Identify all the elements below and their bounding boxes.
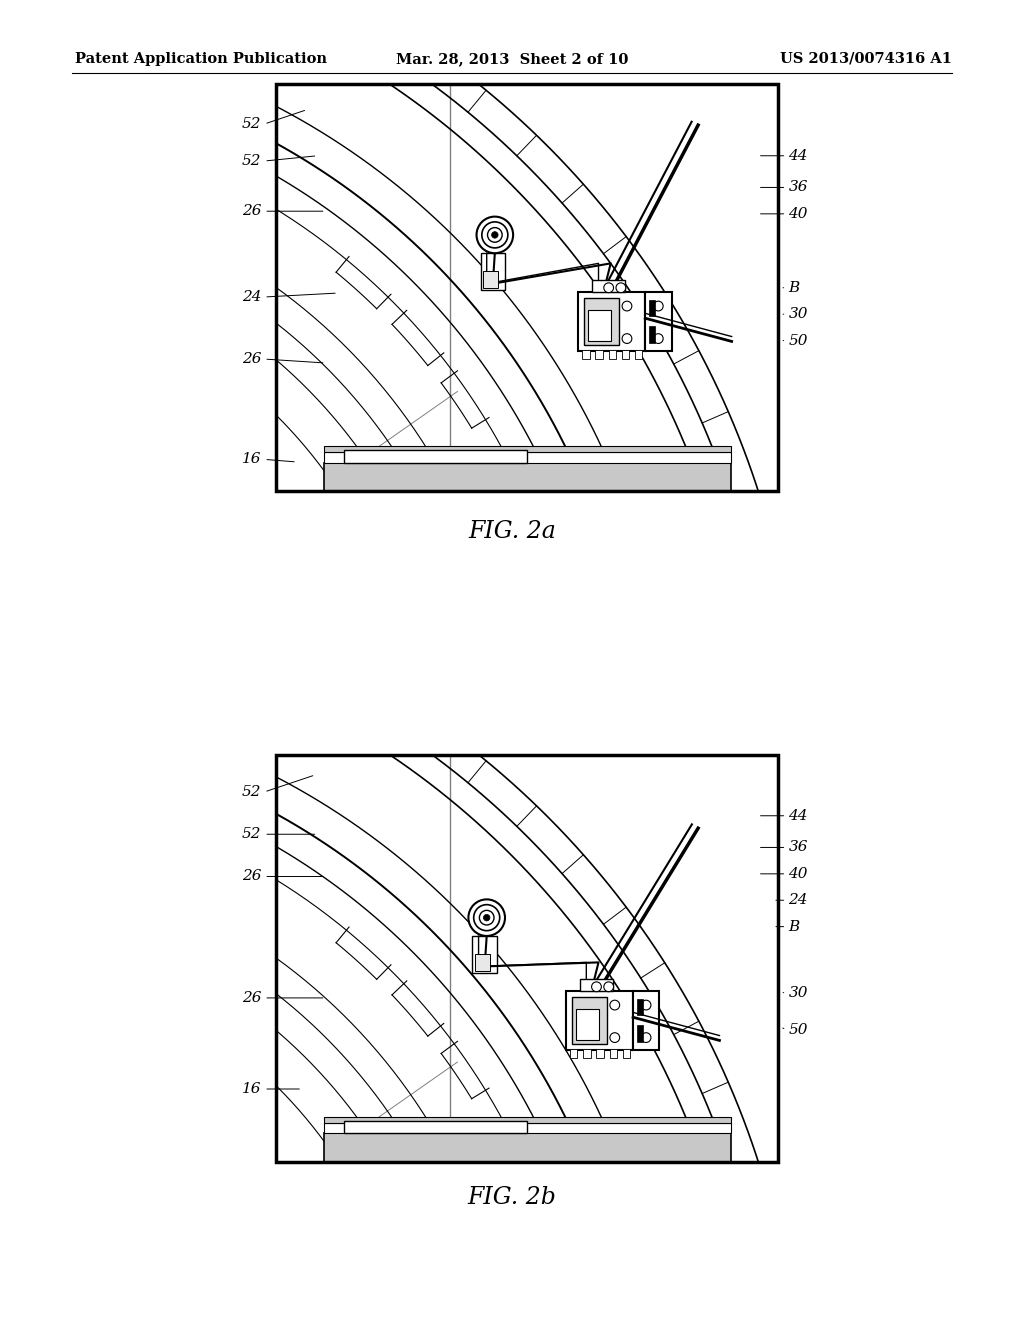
Text: 16: 16: [242, 1082, 261, 1096]
Text: 50: 50: [788, 1023, 808, 1036]
Bar: [635, 350, 642, 359]
Circle shape: [482, 222, 508, 248]
Bar: [472, 936, 497, 973]
Text: 44: 44: [788, 809, 808, 822]
Bar: [324, 453, 731, 462]
Text: US 2013/0074316 A1: US 2013/0074316 A1: [780, 51, 952, 66]
Circle shape: [483, 915, 489, 921]
Bar: [622, 350, 629, 359]
Circle shape: [616, 282, 626, 293]
Bar: [324, 462, 731, 491]
Bar: [645, 292, 672, 351]
Text: 30: 30: [788, 986, 808, 999]
Bar: [572, 997, 606, 1044]
Bar: [566, 991, 633, 1049]
Text: 40: 40: [788, 867, 808, 880]
Text: B: B: [788, 920, 800, 933]
Text: 52: 52: [242, 828, 261, 841]
Bar: [649, 300, 655, 317]
Bar: [577, 1008, 598, 1040]
Circle shape: [653, 334, 664, 343]
Circle shape: [468, 899, 505, 936]
Bar: [596, 1049, 604, 1057]
Circle shape: [610, 1032, 620, 1043]
Bar: [324, 1123, 731, 1133]
Bar: [633, 991, 659, 1049]
Bar: [637, 1026, 643, 1041]
Text: 36: 36: [788, 841, 808, 854]
Text: 24: 24: [242, 290, 261, 304]
Circle shape: [476, 216, 513, 253]
Bar: [324, 1117, 731, 1123]
Bar: [637, 999, 643, 1015]
Bar: [475, 954, 489, 970]
Text: 24: 24: [788, 894, 808, 907]
Bar: [324, 446, 731, 453]
Bar: [570, 1049, 578, 1057]
Circle shape: [610, 1001, 620, 1010]
Circle shape: [592, 982, 601, 991]
Circle shape: [492, 231, 498, 238]
Text: 36: 36: [788, 181, 808, 194]
Text: B: B: [788, 281, 800, 294]
Text: 52: 52: [242, 785, 261, 799]
Circle shape: [653, 301, 664, 312]
Text: 50: 50: [788, 334, 808, 347]
Circle shape: [641, 1001, 651, 1010]
Text: FIG. 2b: FIG. 2b: [468, 1185, 556, 1209]
Bar: [344, 450, 527, 462]
Circle shape: [604, 282, 613, 293]
Circle shape: [604, 982, 613, 991]
Text: 26: 26: [242, 991, 261, 1005]
Text: Mar. 28, 2013  Sheet 2 of 10: Mar. 28, 2013 Sheet 2 of 10: [396, 51, 628, 66]
Bar: [276, 84, 778, 491]
Text: 26: 26: [242, 352, 261, 366]
Bar: [649, 326, 655, 343]
Bar: [480, 253, 505, 290]
Circle shape: [623, 301, 632, 312]
Text: 40: 40: [788, 207, 808, 220]
Bar: [608, 350, 616, 359]
Bar: [579, 292, 645, 351]
Text: 30: 30: [788, 308, 808, 321]
Bar: [609, 1049, 617, 1057]
Text: Patent Application Publication: Patent Application Publication: [75, 51, 327, 66]
Circle shape: [487, 227, 502, 243]
Bar: [324, 1133, 731, 1162]
Text: 52: 52: [242, 154, 261, 168]
Bar: [581, 978, 612, 991]
Bar: [483, 272, 498, 288]
Circle shape: [479, 911, 494, 925]
Bar: [276, 755, 778, 1162]
Bar: [585, 298, 618, 345]
Circle shape: [623, 334, 632, 343]
Bar: [623, 1049, 630, 1057]
Bar: [593, 280, 625, 292]
Bar: [589, 310, 610, 341]
Bar: [584, 1049, 591, 1057]
Text: 44: 44: [788, 149, 808, 162]
Circle shape: [641, 1032, 651, 1043]
Text: 52: 52: [242, 117, 261, 131]
Text: 26: 26: [242, 870, 261, 883]
Text: 16: 16: [242, 453, 261, 466]
Bar: [596, 350, 603, 359]
Bar: [344, 1121, 527, 1133]
Circle shape: [474, 904, 500, 931]
Text: 26: 26: [242, 205, 261, 218]
Text: FIG. 2a: FIG. 2a: [468, 520, 556, 544]
Bar: [583, 350, 590, 359]
